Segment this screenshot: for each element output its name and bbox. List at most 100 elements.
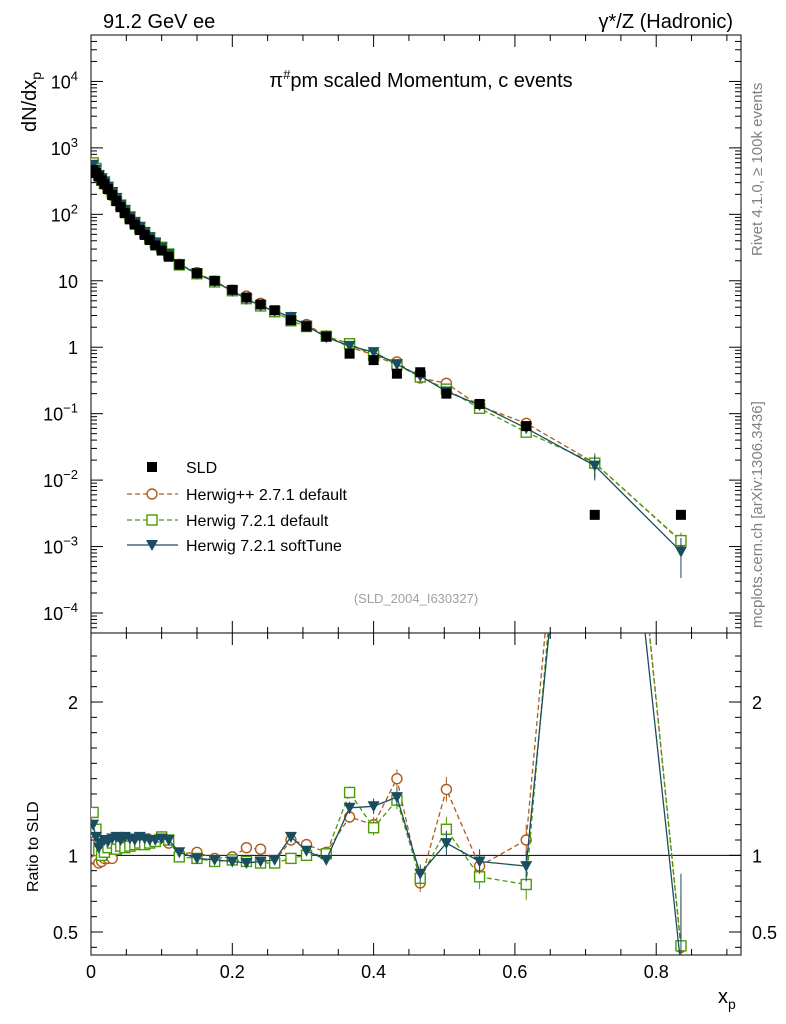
data-point xyxy=(156,245,167,256)
legend-marker xyxy=(146,514,158,526)
data-point xyxy=(390,359,403,371)
data-point xyxy=(521,421,532,432)
ylabel-main: dN/dxp xyxy=(19,72,44,132)
data-point xyxy=(111,196,122,207)
ratio-point xyxy=(390,792,403,804)
data-point xyxy=(588,460,601,472)
main-panel: 10−4 10−3 10−2 10−1 1 10 102 103 104 xyxy=(43,34,742,634)
y-tick-label: 103 xyxy=(51,135,78,159)
title-rest: pm scaled Momentum, c events xyxy=(290,70,572,92)
ratio-point xyxy=(343,802,356,814)
data-point xyxy=(674,546,687,558)
data-point xyxy=(285,315,296,326)
data-point xyxy=(344,348,355,359)
data-point xyxy=(139,229,150,240)
ratio-point xyxy=(440,838,453,850)
chart-title: π#pm scaled Momentum, c events xyxy=(269,67,572,92)
x-tick-label: 0.2 xyxy=(220,962,245,982)
ratio-point xyxy=(240,841,253,854)
ratio-point xyxy=(300,845,313,857)
legend-label: SLD xyxy=(186,460,217,477)
data-point xyxy=(391,368,402,379)
data-point xyxy=(415,367,426,378)
y-tick-label: 10−1 xyxy=(43,401,78,425)
data-point xyxy=(102,184,113,195)
data-point xyxy=(368,355,379,366)
ratio-point xyxy=(254,856,267,868)
side-label-bottom: mcplots.cern.ch [arXiv:1306.3436] xyxy=(749,401,766,628)
y-tick-label: 10−4 xyxy=(43,600,78,624)
header-left: 91.2 GeV ee xyxy=(103,11,215,33)
ratio-point xyxy=(91,831,102,843)
legend-marker xyxy=(146,488,158,500)
data-point xyxy=(150,240,161,251)
data-point xyxy=(107,190,118,201)
series-0-main xyxy=(91,164,686,520)
ratio-point xyxy=(208,854,221,866)
legend-label: Herwig 7.2.1 softTune xyxy=(186,538,342,555)
ratio-point xyxy=(91,819,100,831)
ratio-point xyxy=(285,852,297,865)
legend-marker xyxy=(146,540,158,551)
ratio-point xyxy=(343,786,356,799)
data-point xyxy=(241,292,252,303)
y-tick-label: 10−2 xyxy=(43,467,78,491)
ratio-point xyxy=(284,831,297,843)
ratio-panel: 0 0.2 0.4 0.6 0.8 0.5 0.5 1 1 2 2 xyxy=(53,35,777,982)
legend-label: Herwig 7.2.1 default xyxy=(186,513,329,530)
side-label-top: Rivet 4.1.0, ≥ 100k events xyxy=(749,83,766,256)
ratio-point xyxy=(226,856,239,868)
ratio-point xyxy=(473,856,486,868)
data-point xyxy=(144,235,155,246)
y-tick-label: 10−3 xyxy=(43,534,78,558)
ratio-tick-label: 2 xyxy=(68,693,78,713)
ylabel-main-text: dN/dx xyxy=(19,80,41,132)
y-tick-label: 1 xyxy=(68,338,78,358)
xlabel-text: x xyxy=(718,986,728,1008)
data-point xyxy=(191,268,202,279)
ratio-tick-label-right: 2 xyxy=(752,693,762,713)
ratio-point xyxy=(254,843,267,855)
y-tick-label: 104 xyxy=(51,68,78,92)
data-point xyxy=(227,284,238,295)
ylabel-main-sub: p xyxy=(28,72,44,80)
ratio-point xyxy=(190,853,203,865)
data-point xyxy=(321,331,332,342)
legend-label: Herwig++ 2.7.1 default xyxy=(186,487,348,504)
ratio-point xyxy=(173,847,186,859)
data-point xyxy=(119,208,130,219)
header-right: γ*/Z (Hadronic) xyxy=(599,11,733,33)
ratio-point xyxy=(240,858,253,869)
ratio-point xyxy=(320,854,333,866)
main-plot-area xyxy=(91,157,687,579)
legend-entry-0: SLD xyxy=(147,460,217,477)
ratio-tick-label: 1 xyxy=(68,846,78,866)
legend-entry-3: Herwig 7.2.1 softTune xyxy=(127,538,342,555)
data-point xyxy=(441,388,452,399)
analysis-id: (SLD_2004_I630327) xyxy=(354,591,478,606)
x-tick-label: 0.6 xyxy=(502,962,527,982)
xlabel: xp xyxy=(718,986,736,1012)
ratio-point xyxy=(414,868,427,880)
data-point xyxy=(209,275,220,286)
data-point xyxy=(174,259,185,270)
data-point xyxy=(163,251,174,262)
data-point xyxy=(115,202,126,213)
ratio-point xyxy=(367,822,380,834)
y-tick-label: 102 xyxy=(51,201,78,225)
xlabel-sub: p xyxy=(728,996,736,1012)
data-point xyxy=(255,299,266,310)
ylabel-ratio: Ratio to SLD xyxy=(25,801,42,892)
ratio-point xyxy=(162,835,175,846)
legend: SLD Herwig++ 2.7.1 default Herwig 7.2.1 de… xyxy=(127,460,348,555)
ratio-tick-label: 0.5 xyxy=(53,923,78,943)
data-point xyxy=(269,305,280,316)
ratio-point xyxy=(440,783,453,796)
data-point xyxy=(301,321,312,332)
ratio-point xyxy=(520,861,533,873)
ratio-point xyxy=(391,772,403,785)
x-tick-label: 0 xyxy=(86,962,96,982)
legend-marker xyxy=(147,462,157,472)
data-point xyxy=(129,219,140,230)
